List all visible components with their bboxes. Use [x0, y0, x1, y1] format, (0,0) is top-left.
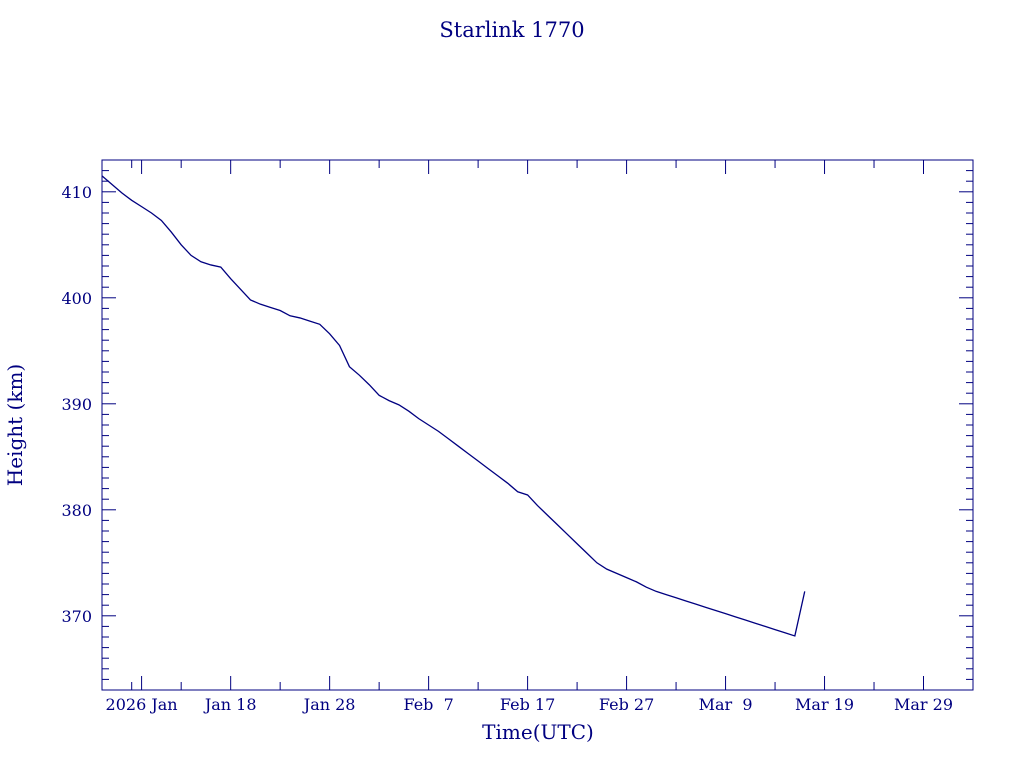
x-tick-label: Jan 18	[203, 695, 257, 714]
x-tick-label: Feb 17	[500, 695, 555, 714]
y-tick-label: 390	[61, 395, 92, 414]
x-tick-label: 2026 Jan	[106, 695, 178, 714]
plot-frame	[101, 159, 974, 691]
x-axis: 2026 Jan Jan 18 Jan 28 Feb 7 Feb 17 Feb 27 Mar…	[106, 160, 974, 714]
y-tick-label: 380	[61, 501, 92, 520]
x-axis-label: Time(UTC)	[482, 720, 594, 744]
y-tick-label: 370	[61, 607, 92, 626]
x-tick-label: Feb 7	[403, 695, 453, 714]
y-axis: 370 380 390 400 410	[61, 159, 973, 691]
x-tick-label: Mar 9	[699, 695, 753, 714]
y-axis-label: Height (km)	[3, 364, 27, 486]
y-tick-label: 400	[61, 289, 92, 308]
x-tick-label: Mar 29	[894, 695, 953, 714]
x-tick-label: Mar 19	[795, 695, 854, 714]
series-line	[101, 175, 806, 637]
chart-title: Starlink 1770	[439, 18, 584, 42]
x-tick-label: Jan 28	[302, 695, 356, 714]
y-tick-label: 410	[61, 183, 92, 202]
x-tick-label: Feb 27	[599, 695, 654, 714]
